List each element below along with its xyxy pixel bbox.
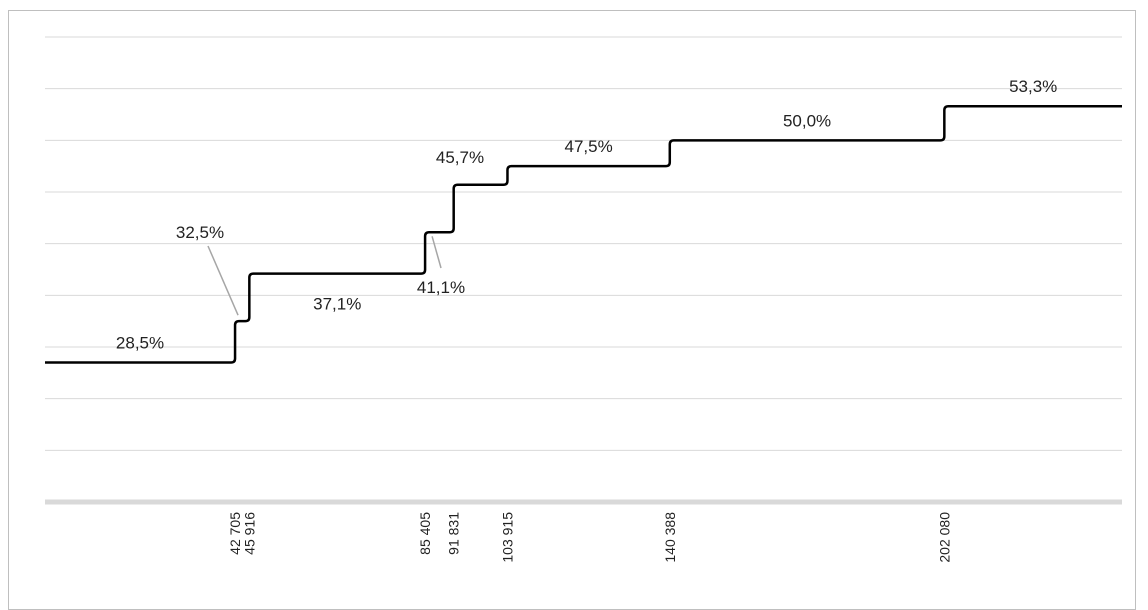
data-label: 32,5% [176, 223, 224, 242]
leader-line [207, 245, 239, 316]
x-tick-label: 202 080 [936, 512, 952, 563]
label-leader-lines [207, 236, 442, 316]
x-tick-label: 91 831 [446, 512, 462, 555]
x-tick-label: 103 915 [499, 512, 515, 563]
data-label: 37,1% [313, 295, 361, 314]
chart-frame [8, 10, 1136, 610]
data-label: 45,7% [436, 148, 484, 167]
leader-line [431, 236, 442, 269]
data-label: 41,1% [417, 278, 465, 297]
x-tick-label: 85 405 [417, 512, 433, 555]
data-label: 28,5% [116, 334, 164, 353]
series-rate [45, 104, 1122, 364]
data-label: 50,0% [783, 111, 831, 130]
series-line [45, 104, 1122, 364]
x-tick-label: 140 388 [662, 512, 678, 563]
data-labels: 28,5% 32,5% 37,1% 41,1% 45,7% 47,5% 50,0% 53,3% [116, 77, 1057, 352]
gridlines [45, 36, 1122, 451]
data-label: 47,5% [565, 137, 613, 156]
x-tick-label: 45 916 [241, 512, 257, 555]
x-tick-label: 42 705 [227, 512, 243, 555]
data-label: 53,3% [1009, 77, 1057, 96]
